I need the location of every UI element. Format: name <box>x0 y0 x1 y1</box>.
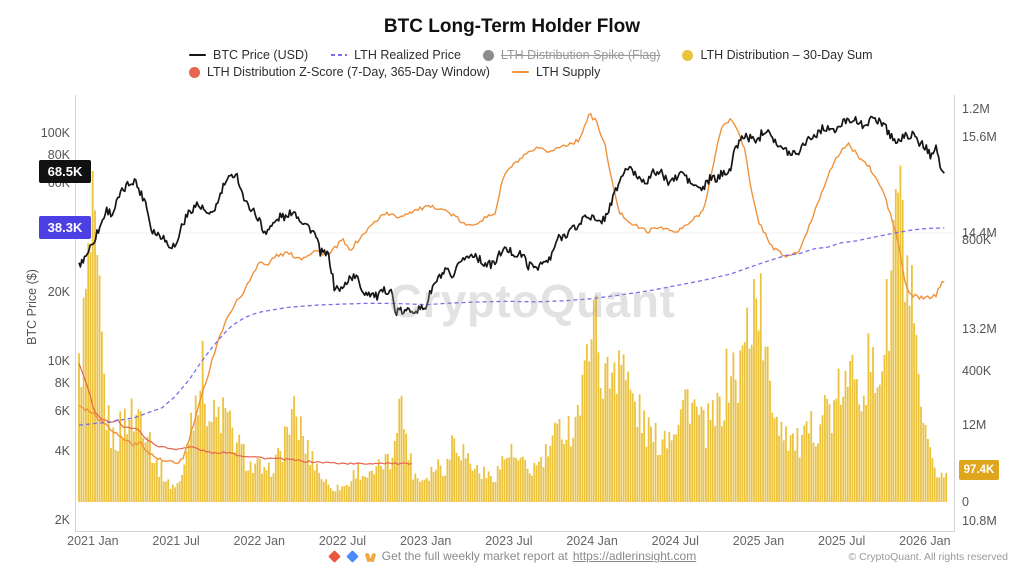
right-dist-tick-800K: 800K <box>962 233 992 247</box>
line-marker-icon <box>189 53 206 57</box>
x-tick-2024 Jan: 2024 Jan <box>566 534 618 548</box>
right-supply-tick-10.8M: 10.8M <box>962 514 997 528</box>
right-supply-tick-14.4M: 14.4M <box>962 226 997 240</box>
x-tick-2023 Jan: 2023 Jan <box>399 534 452 548</box>
legend-item[interactable]: BTC Price (USD) <box>189 48 308 62</box>
x-tick-2023 Jul: 2023 Jul <box>485 534 533 548</box>
legend: BTC Price (USD) LTH Realized Price LTH Dis… <box>189 48 873 79</box>
left-tick-80K: 80K <box>47 148 70 163</box>
x-tick-2021 Jan: 2021 Jan <box>67 534 119 548</box>
x-tick-2021 Jul: 2021 Jul <box>152 534 200 548</box>
x-tick-2025 Jul: 2025 Jul <box>818 534 866 548</box>
right-dist-tick-1.2M: 1.2M <box>962 102 990 116</box>
x-tick-2022 Jul: 2022 Jul <box>318 534 367 548</box>
left-tick-2K: 2K <box>54 512 70 527</box>
btc-price-line <box>78 115 945 317</box>
page-title: BTC Long-Term Holder Flow <box>383 16 641 37</box>
legend-label: LTH Distribution Spike (Flag) <box>500 48 661 62</box>
left-tick-4K: 4K <box>54 444 70 459</box>
distribution-badge: 97.4K <box>959 460 999 480</box>
right-supply-tick-15.6M: 15.6M <box>962 130 997 144</box>
blue-gem-icon <box>345 549 359 563</box>
plot-area[interactable] <box>76 112 954 502</box>
zscore-line <box>78 363 412 466</box>
legend-label: LTH Distribution Z-Score (7-Day, 365-Day… <box>207 65 490 79</box>
legend-row-1: BTC Price (USD) LTH Realized Price LTH Dis… <box>189 48 873 62</box>
footer: Get the full weekly market report at htt… <box>0 549 1024 563</box>
right-dist-tick-0: 0 <box>962 495 969 509</box>
right-dist-tick-400K: 400K <box>962 364 992 378</box>
distribution-bars <box>78 165 948 502</box>
footer-text: Get the full weekly market report at <box>381 549 568 563</box>
y-axis-title: BTC Price ($) <box>25 269 39 345</box>
legend-row-2: LTH Distribution Z-Score (7-Day, 365-Day… <box>189 65 873 79</box>
legend-item[interactable]: LTH Distribution Spike (Flag) <box>482 48 661 62</box>
realized-price-line <box>78 227 945 426</box>
legend-item[interactable]: LTH Distribution Z-Score (7-Day, 365-Day… <box>189 65 490 79</box>
x-tick-2022 Jan: 2022 Jan <box>233 534 285 548</box>
left-tick-6K: 6K <box>54 403 70 418</box>
circle-marker-icon <box>189 66 200 78</box>
dashed-line-marker-icon <box>330 53 348 57</box>
x-tick-2025 Jan: 2025 Jan <box>732 534 785 548</box>
right-supply-tick-13.2M: 13.2M <box>962 322 997 336</box>
legend-item[interactable]: LTH Realized Price <box>330 48 461 62</box>
legend-item[interactable]: LTH Supply <box>511 65 601 79</box>
circle-marker-icon <box>682 49 694 61</box>
line-marker-icon <box>511 70 529 74</box>
x-tick-2026 Jan: 2026 Jan <box>899 534 951 548</box>
left-tick-8K: 8K <box>54 375 70 390</box>
raised-hands-icon <box>364 551 377 562</box>
right-supply-tick-12M: 12M <box>962 418 987 432</box>
left-tick-20K: 20K <box>47 285 70 300</box>
left-tick-10K: 10K <box>47 353 70 368</box>
legend-label: BTC Price (USD) <box>213 48 309 62</box>
lth-supply-line <box>78 112 945 465</box>
left-tick-100K: 100K <box>40 126 70 140</box>
legend-label: LTH Distribution – 30-Day Sum <box>700 48 873 62</box>
footer-link[interactable]: https://adlerinsight.com <box>572 549 697 563</box>
realized-price-badge: 38.3K <box>39 216 91 239</box>
btc-price-badge: 68.5K <box>39 160 91 183</box>
orange-diamond-icon <box>327 549 341 563</box>
x-tick-2024 Jul: 2024 Jul <box>651 534 699 548</box>
circle-marker-icon <box>482 49 494 61</box>
copyright: © CryptoQuant. All rights reserved <box>848 551 1008 563</box>
legend-label: LTH Realized Price <box>354 48 461 62</box>
legend-label: LTH Supply <box>535 65 601 79</box>
legend-item[interactable]: LTH Distribution – 30-Day Sum <box>682 48 873 62</box>
